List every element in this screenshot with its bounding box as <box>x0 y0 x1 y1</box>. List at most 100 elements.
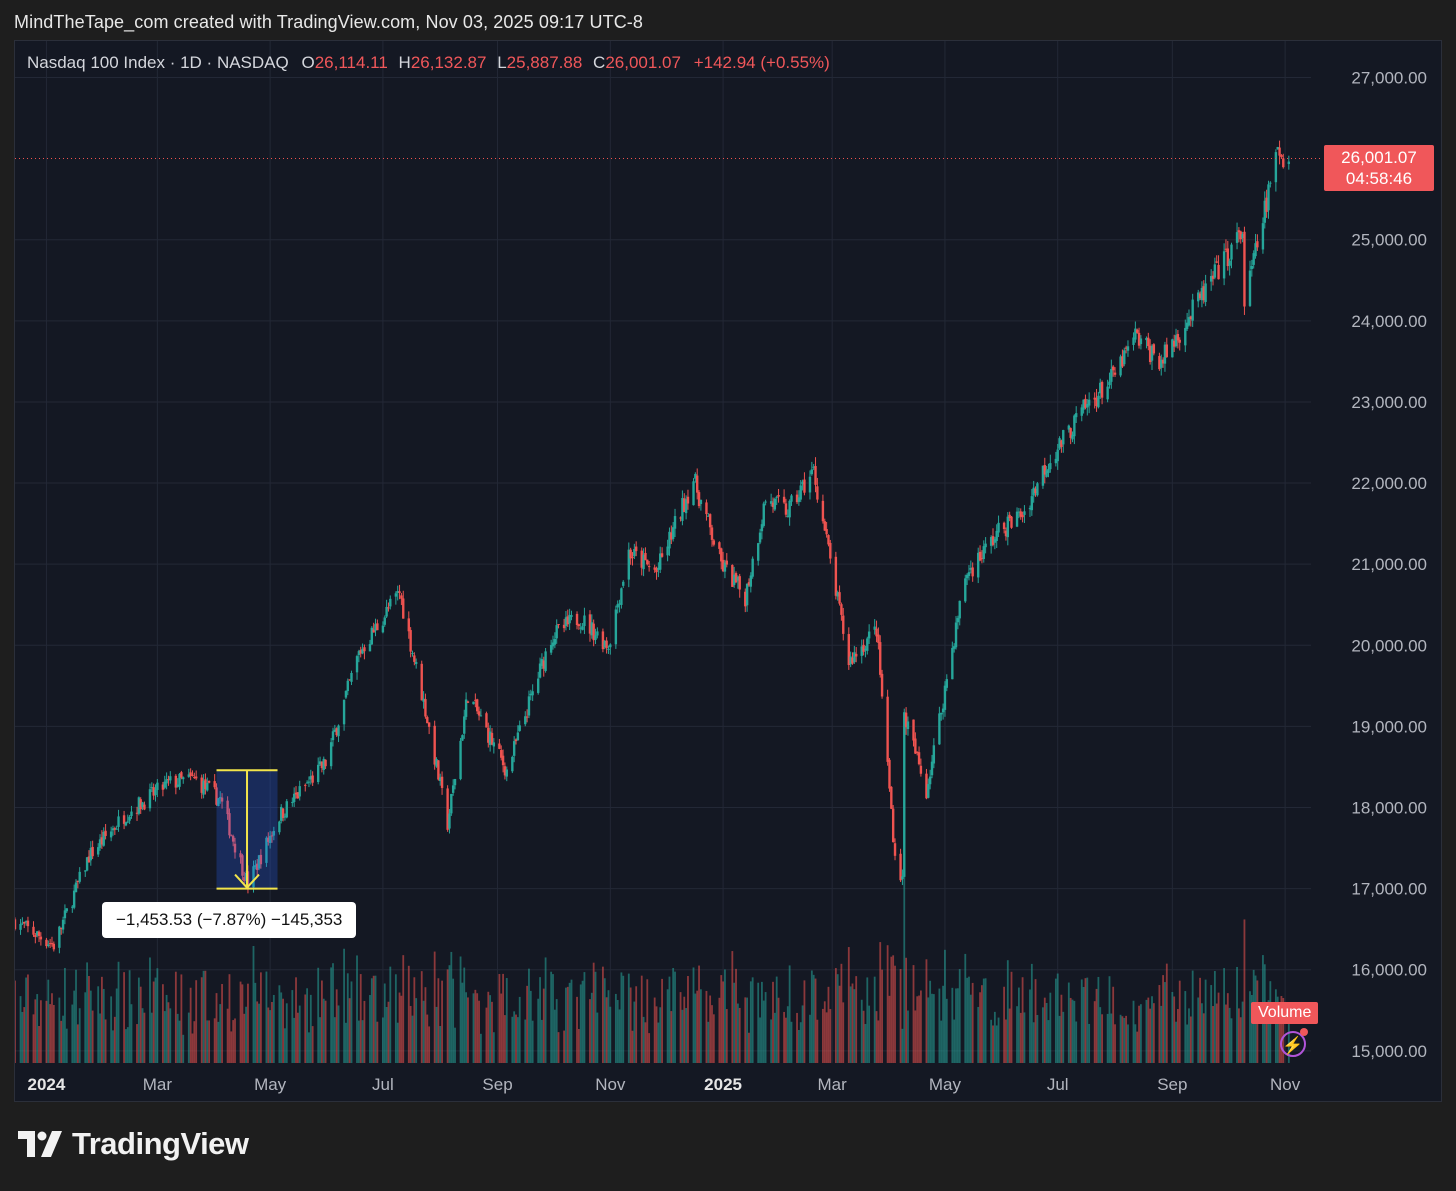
candle-body <box>296 792 300 799</box>
candle-body <box>823 521 826 531</box>
candle-body <box>374 624 377 631</box>
candle <box>178 772 181 790</box>
candlestick-chart[interactable]: 27,000.0025,000.0024,000.0023,000.0022,0… <box>15 41 1442 1102</box>
volume-bar <box>866 977 869 1063</box>
candle <box>1202 280 1205 304</box>
volume-bar <box>881 969 883 1063</box>
candle-body <box>527 696 531 716</box>
candle <box>570 610 573 621</box>
candle <box>879 635 882 678</box>
candle-body <box>812 466 815 468</box>
candle <box>1123 347 1126 367</box>
candle <box>109 826 113 842</box>
candle-body <box>592 623 595 641</box>
volume-bar <box>786 1006 789 1063</box>
candle-body <box>34 934 37 938</box>
candle-body <box>642 554 645 570</box>
volume-bar <box>614 993 617 1063</box>
volume-bar <box>997 1017 1000 1063</box>
candle <box>1174 328 1178 348</box>
candle-body <box>150 787 154 789</box>
candle <box>847 627 851 670</box>
chart-area[interactable]: 27,000.00 25,000.00 24,000.00 23,000.00 22,0… <box>14 40 1442 1102</box>
low-value: 25,887.88 <box>506 53 583 72</box>
candle <box>1034 486 1037 497</box>
candle-body <box>518 725 521 731</box>
candle-body <box>686 496 690 504</box>
volume-bar <box>1145 999 1148 1063</box>
candle-body <box>230 835 233 837</box>
volume-bar <box>465 992 468 1063</box>
volume-bar <box>293 1017 296 1063</box>
volume-bar <box>1086 977 1089 1063</box>
candle-body <box>1274 152 1278 183</box>
candle <box>864 645 867 658</box>
candle <box>537 671 540 695</box>
candle-body <box>549 645 553 653</box>
volume-bar <box>1069 997 1072 1063</box>
volume-bar <box>162 984 164 1063</box>
candle <box>396 585 399 601</box>
candle-body <box>718 542 721 549</box>
volume-bar <box>467 997 469 1063</box>
volume-bar <box>1008 1008 1011 1063</box>
candle <box>945 674 948 692</box>
candle <box>954 616 958 650</box>
candle <box>1041 465 1045 489</box>
volume-bar <box>15 980 16 1063</box>
volume-bar <box>259 972 262 1063</box>
candle <box>1056 443 1059 470</box>
volume-bar <box>376 1021 379 1063</box>
volume-tag[interactable]: Volume <box>1251 1002 1319 1024</box>
price-candles <box>15 140 1291 954</box>
volume-bar <box>785 1017 787 1063</box>
candle-body <box>679 517 682 519</box>
candle <box>35 930 39 938</box>
candle <box>634 541 638 557</box>
candle-body <box>1067 425 1071 430</box>
candle-body <box>917 752 921 765</box>
candle-body <box>433 725 436 765</box>
measure-arrow-head <box>234 873 260 890</box>
candle <box>769 493 773 507</box>
volume-bar <box>45 1000 48 1063</box>
candle-body <box>163 781 166 788</box>
candle <box>795 490 799 505</box>
volume-bar <box>568 982 571 1063</box>
volume-bar <box>304 994 307 1063</box>
volume-bar <box>1204 979 1207 1063</box>
volume-bar <box>927 997 930 1063</box>
candle-body <box>61 919 65 930</box>
volume-bar <box>842 1002 845 1063</box>
volume-bar <box>398 992 401 1063</box>
volume-bar <box>88 976 90 1063</box>
candle <box>281 808 285 822</box>
candle-body <box>553 638 557 645</box>
volume-bar <box>565 987 567 1063</box>
candle <box>228 808 231 839</box>
candle-body <box>747 582 751 586</box>
volume-bar <box>322 998 325 1063</box>
candle-body <box>1165 344 1168 358</box>
candle-body <box>616 604 619 608</box>
volume-bar <box>1202 1013 1205 1063</box>
volume-bar <box>888 995 891 1063</box>
candle-body <box>174 775 178 788</box>
volume-bar <box>603 978 606 1063</box>
volume-bar <box>1276 996 1279 1063</box>
candle <box>790 494 793 506</box>
candle-body <box>914 738 917 754</box>
volume-bar <box>731 951 734 1063</box>
candle <box>1095 388 1098 412</box>
candle-body <box>85 857 89 871</box>
volume-bar <box>984 978 987 1063</box>
lightning-icon[interactable]: ⚡ <box>1280 1031 1306 1057</box>
candle-body <box>422 698 425 702</box>
volume-bar <box>982 978 985 1063</box>
candle-body <box>219 797 222 799</box>
candle-body <box>991 536 995 545</box>
volume-bar <box>1062 1011 1065 1063</box>
volume-bar <box>589 999 591 1063</box>
candle <box>479 708 483 717</box>
candle-body <box>1060 440 1063 447</box>
